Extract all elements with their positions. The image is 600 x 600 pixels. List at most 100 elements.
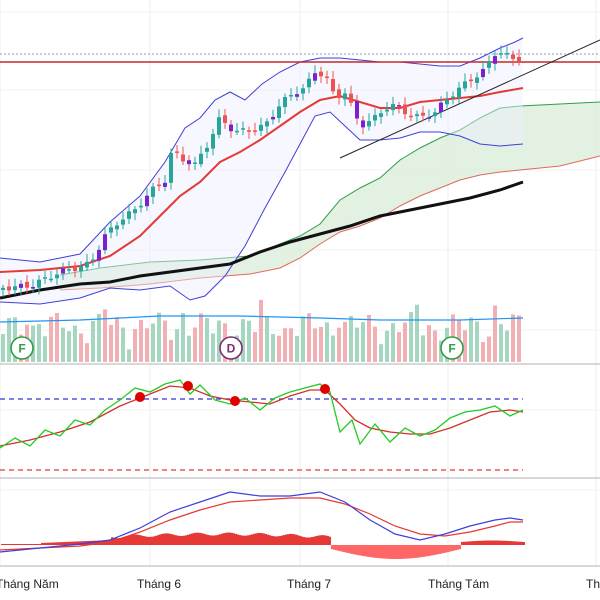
volume-bar-46 bbox=[277, 335, 281, 362]
macd-hist-bar-27 bbox=[55, 542, 57, 545]
macd-hist-bar-115 bbox=[231, 532, 233, 545]
volume-bar-28 bbox=[169, 339, 173, 362]
volume-bar-56 bbox=[337, 327, 341, 362]
macd-hist-bar-171 bbox=[343, 545, 345, 553]
macd-hist-bar-257 bbox=[515, 541, 517, 545]
volume-bar-66 bbox=[397, 332, 401, 362]
macd-hist-bar-88 bbox=[177, 535, 179, 545]
volume-bar-62 bbox=[373, 326, 377, 362]
macd-hist-bar-80 bbox=[161, 533, 163, 545]
macd-hist-bar-78 bbox=[157, 535, 159, 545]
macd-hist-bar-166 bbox=[333, 545, 335, 550]
candle-body-67 bbox=[403, 104, 407, 115]
cloud-leading-span-b bbox=[59, 155, 600, 291]
macd-hist-bar-173 bbox=[347, 545, 349, 553]
macd-hist-bar-30 bbox=[61, 542, 63, 545]
macd-hist-bar-205 bbox=[411, 545, 413, 559]
candle-body-73 bbox=[439, 102, 443, 113]
support-trendline bbox=[339, 39, 600, 159]
candle-body-40 bbox=[241, 128, 245, 130]
volume-bar-68 bbox=[409, 312, 413, 362]
volume-bar-72 bbox=[433, 330, 437, 362]
macd-hist-bar-245 bbox=[491, 540, 493, 545]
macd-hist-bar-169 bbox=[339, 545, 341, 552]
macd-hist-bar-20 bbox=[41, 542, 43, 545]
macd-hist-bar-79 bbox=[159, 534, 161, 545]
macd-hist-bar-73 bbox=[147, 536, 149, 545]
macd-hist-bar-195 bbox=[391, 545, 393, 559]
macd-hist-bar-157 bbox=[315, 536, 317, 545]
macd-hist-bar-118 bbox=[237, 534, 239, 545]
macd-hist-bar-142 bbox=[285, 534, 287, 545]
macd-hist-bar-120 bbox=[241, 535, 243, 545]
stoch-fast-line bbox=[0, 379, 524, 449]
x-tick-label-4: Th bbox=[586, 577, 600, 591]
macd-hist-bar-6 bbox=[13, 544, 15, 545]
macd-hist-bar-83 bbox=[167, 533, 169, 545]
volume-bar-18 bbox=[109, 324, 113, 362]
macd-hist-bar-236 bbox=[473, 541, 475, 545]
stochastic-panel bbox=[0, 379, 524, 471]
candle-body-18 bbox=[109, 227, 113, 233]
volume-bar-58 bbox=[349, 315, 353, 362]
macd-hist-bar-174 bbox=[349, 545, 351, 554]
macd-hist-bar-256 bbox=[513, 541, 515, 545]
volume-bar-78 bbox=[469, 317, 473, 362]
macd-hist-bar-28 bbox=[57, 542, 59, 545]
macd-hist-bar-247 bbox=[495, 540, 497, 545]
macd-hist-bar-144 bbox=[289, 533, 291, 545]
candle-body-82 bbox=[493, 56, 497, 64]
candle-body-52 bbox=[313, 73, 317, 81]
macd-hist-bar-155 bbox=[311, 537, 313, 545]
macd-hist-bar-250 bbox=[501, 540, 503, 545]
candle-body-44 bbox=[265, 121, 269, 127]
candle-body-19 bbox=[115, 225, 119, 230]
volume-bar-57 bbox=[343, 321, 347, 362]
candle-body-36 bbox=[217, 117, 221, 135]
macd-hist-bar-221 bbox=[443, 545, 445, 553]
candle-body-37 bbox=[223, 115, 227, 123]
x-tick-label-3: Tháng Tám bbox=[428, 577, 489, 591]
macd-hist-bar-237 bbox=[475, 540, 477, 545]
candle-body-11 bbox=[67, 269, 71, 271]
macd-hist-bar-143 bbox=[287, 534, 289, 545]
macd-hist-bar-116 bbox=[233, 533, 235, 545]
macd-hist-bar-255 bbox=[511, 541, 513, 545]
volume-bar-79 bbox=[475, 321, 479, 362]
candle-body-14 bbox=[85, 261, 89, 268]
volume-bar-40 bbox=[241, 319, 245, 362]
candle-body-50 bbox=[301, 88, 305, 94]
macd-hist-bar-58 bbox=[117, 538, 119, 545]
candle-body-74 bbox=[445, 99, 449, 105]
macd-hist-bar-26 bbox=[53, 542, 55, 545]
volume-bar-86 bbox=[517, 315, 521, 362]
macd-hist-bar-214 bbox=[429, 545, 431, 556]
volume-bar-70 bbox=[421, 335, 425, 362]
candle-body-27 bbox=[163, 182, 167, 187]
bollinger-upper bbox=[0, 37, 524, 263]
marker-circle-0 bbox=[10, 336, 34, 360]
macd-hist-bar-12 bbox=[25, 544, 27, 545]
macd-hist-bar-124 bbox=[249, 534, 251, 545]
marker-letter-2: F bbox=[448, 342, 455, 356]
macd-hist-bar-97 bbox=[195, 532, 197, 545]
macd-hist-bar-93 bbox=[187, 534, 189, 545]
macd-hist-bar-206 bbox=[413, 545, 415, 559]
macd-hist-bar-246 bbox=[493, 540, 495, 545]
candle-body-71 bbox=[427, 117, 431, 119]
macd-hist-bar-209 bbox=[419, 545, 421, 558]
macd-hist-bar-102 bbox=[205, 534, 207, 545]
macd-hist-bar-145 bbox=[291, 533, 293, 545]
macd-hist-bar-111 bbox=[223, 533, 225, 545]
macd-hist-bar-226 bbox=[453, 545, 455, 551]
macd-hist-bar-224 bbox=[449, 545, 451, 552]
macd-hist-bar-117 bbox=[235, 533, 237, 545]
macd-hist-bar-190 bbox=[381, 545, 383, 559]
volume-bar-10 bbox=[61, 327, 65, 362]
candle-body-5 bbox=[31, 286, 35, 289]
macd-hist-bar-201 bbox=[403, 545, 405, 559]
candle-body-10 bbox=[61, 268, 65, 274]
macd-hist-bar-21 bbox=[43, 542, 45, 545]
macd-hist-bar-168 bbox=[337, 545, 339, 551]
